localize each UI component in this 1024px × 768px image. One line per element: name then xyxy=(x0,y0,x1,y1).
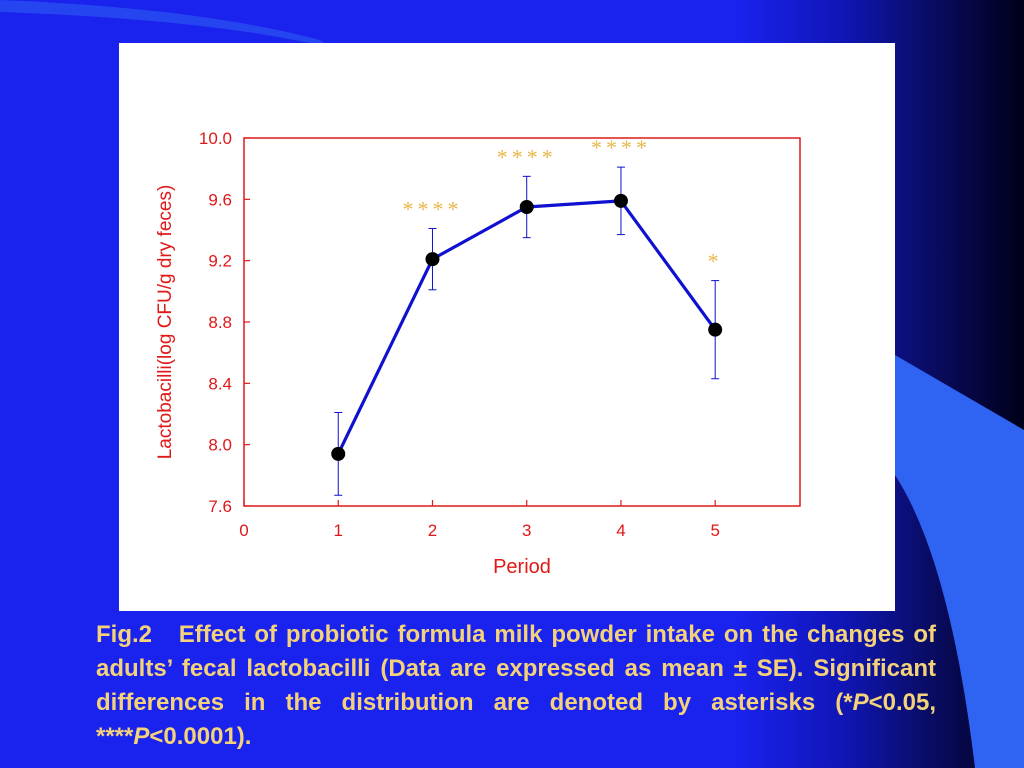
decor-arc xyxy=(0,0,330,48)
y-tick-label: 10.0 xyxy=(199,129,232,148)
y-axis-label: Lactobacilli(log CFU/g dry feces) xyxy=(155,185,176,460)
data-point xyxy=(331,446,346,461)
caption-fig-label: Fig.2 xyxy=(96,621,153,648)
caption-text-3: <0.0001). xyxy=(149,723,252,750)
y-tick-label: 9.6 xyxy=(208,190,232,209)
caption-p-symbol-1: P xyxy=(852,689,869,716)
series-layer: ******** ***** xyxy=(331,135,723,496)
x-axis-ticks: 0 1 2 3 4 5 xyxy=(239,500,720,540)
y-axis-ticks: 7.6 8.0 8.4 8.8 9.2 9.6 10.0 xyxy=(199,129,250,516)
figure-caption: Fig.2 Effect of probiotic formula milk p… xyxy=(96,618,936,754)
data-point xyxy=(613,193,628,208)
x-tick-label: 3 xyxy=(522,521,531,540)
y-tick-label: 7.6 xyxy=(208,497,232,516)
decor-wedge xyxy=(895,355,1024,768)
caption-text-1: Effect of probiotic formula milk powder … xyxy=(96,621,936,716)
y-tick-label: 8.4 xyxy=(208,374,232,393)
y-tick-label: 8.0 xyxy=(208,436,232,455)
caption-p-symbol-2: P xyxy=(133,723,150,750)
y-tick-label: 8.8 xyxy=(208,313,232,332)
significance-label: **** xyxy=(402,196,462,221)
y-tick-label: 9.2 xyxy=(208,252,232,271)
series-line xyxy=(336,199,717,455)
x-tick-label: 5 xyxy=(710,521,719,540)
x-tick-label: 2 xyxy=(428,521,437,540)
data-point xyxy=(708,322,723,337)
significance-label: **** xyxy=(497,144,557,169)
data-point xyxy=(519,200,534,214)
x-tick-label: 0 xyxy=(239,521,248,540)
x-tick-label: 4 xyxy=(616,521,625,540)
x-tick-label: 1 xyxy=(334,521,343,540)
significance-label: * xyxy=(708,249,723,274)
data-point xyxy=(425,252,440,267)
caption-text-2: <0.05, **** xyxy=(96,689,936,750)
significance-label: **** xyxy=(591,135,651,160)
plot-area-frame xyxy=(243,137,801,507)
x-axis-label: Period xyxy=(493,556,551,578)
